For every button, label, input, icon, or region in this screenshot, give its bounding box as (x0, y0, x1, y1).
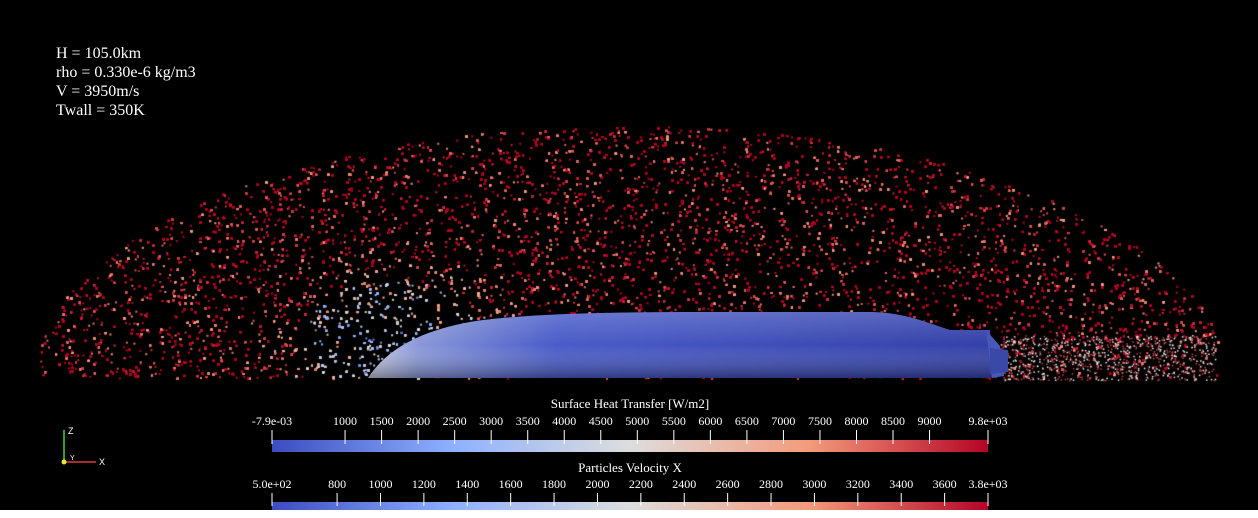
heat-transfer-tick-label: -7.9e-03 (251, 414, 293, 428)
velocity-tick-label: 2800 (759, 477, 784, 491)
x-axis-label: X (99, 457, 105, 467)
heat-transfer-tick-label: 8000 (844, 414, 869, 428)
heat-transfer-tick-label: 2500 (442, 414, 467, 428)
heat-transfer-tick-label: 2000 (406, 414, 431, 428)
heat-transfer-tick-label: 5500 (661, 414, 686, 428)
velocity-tick-label: 3400 (889, 477, 914, 491)
velocity-tick-label: 5.0e+02 (252, 477, 292, 491)
velocity-tick-label: 3000 (802, 477, 827, 491)
heat-transfer-tick-label: 5000 (625, 414, 650, 428)
heat-transfer-tick-label: 1500 (369, 414, 394, 428)
heat-transfer-tick-label: 4000 (552, 414, 577, 428)
velocity-tick-label: 3.8e+03 (968, 477, 1008, 491)
velocity-tick-label: 1200 (411, 477, 436, 491)
y-axis-label: Y (70, 455, 75, 462)
velocity-tick-label: 2000 (585, 477, 610, 491)
velocity-tick-label: 1800 (542, 477, 567, 491)
velocity-colorbar-title: Particles Velocity X (578, 460, 682, 475)
heat-transfer-tick-label: 1000 (333, 414, 358, 428)
heat-transfer-tick-label: 8500 (881, 414, 906, 428)
velocity-tick-label: 3200 (845, 477, 870, 491)
heat-transfer-tick-label: 7000 (771, 414, 796, 428)
heat-transfer-tick-label: 3000 (479, 414, 504, 428)
z-axis-label: Z (68, 426, 74, 436)
heat-transfer-colorbar-title: Surface Heat Transfer [W/m2] (550, 396, 710, 411)
y-axis-dot (61, 459, 67, 465)
velocity-tick-label: 2600 (715, 477, 740, 491)
velocity-tick-label: 1000 (368, 477, 393, 491)
velocity-tick-label: 2200 (628, 477, 653, 491)
heat-transfer-tick-label: 7500 (807, 414, 832, 428)
velocity-tick-label: 1400 (455, 477, 480, 491)
heat-transfer-tick-label: 6500 (734, 414, 759, 428)
vehicle-body (368, 312, 1008, 378)
heat-transfer-tick-label: 3500 (515, 414, 540, 428)
density-label: rho = 0.330e-6 kg/m3 (56, 64, 196, 81)
simulation-parameters: H = 105.0km rho = 0.330e-6 kg/m3 V = 395… (56, 44, 196, 120)
heat-transfer-tick-label: 9000 (917, 414, 942, 428)
velocity-tick-label: 1600 (498, 477, 523, 491)
altitude-label: H = 105.0km (56, 45, 142, 62)
heat-transfer-tick-label: 4500 (588, 414, 613, 428)
velocity-tick-label: 2400 (672, 477, 697, 491)
velocity-tick-label: 3600 (932, 477, 957, 491)
heat-transfer-tick-label: 6000 (698, 414, 723, 428)
heat-transfer-tick-label: 9.8e+03 (968, 414, 1008, 428)
velocity-label: V = 3950m/s (56, 83, 140, 100)
velocity-tick-label: 800 (328, 477, 347, 491)
wall-temperature-label: Twall = 350K (56, 102, 145, 119)
orientation-axes[interactable]: Z Y X (50, 420, 120, 480)
